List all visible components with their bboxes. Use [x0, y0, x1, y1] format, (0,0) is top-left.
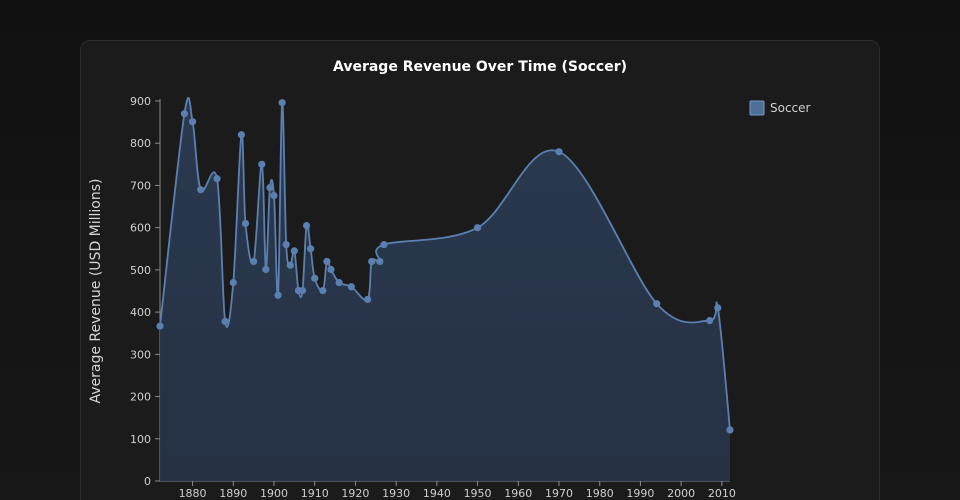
y-tick-label: 600 — [130, 222, 151, 235]
y-tick-label: 500 — [130, 264, 151, 277]
data-point[interactable] — [237, 131, 246, 139]
x-tick-label: 1980 — [586, 487, 614, 500]
y-tick-label: 900 — [130, 95, 151, 108]
series-area-soccer — [160, 97, 730, 482]
data-point[interactable] — [274, 291, 282, 299]
data-point[interactable] — [380, 240, 388, 249]
y-tick-label: 400 — [130, 306, 151, 319]
data-point[interactable] — [311, 274, 319, 282]
data-point[interactable] — [241, 219, 250, 228]
chart-title: Average Revenue Over Time (Soccer) — [333, 59, 627, 75]
data-point[interactable] — [250, 257, 258, 266]
data-point[interactable] — [364, 295, 372, 304]
data-point[interactable] — [197, 186, 205, 194]
x-tick-label: 1910 — [301, 487, 329, 500]
legend-swatch-soccer[interactable] — [749, 100, 765, 116]
data-point[interactable] — [473, 224, 482, 232]
data-point[interactable] — [726, 426, 734, 434]
x-tick-label: 1920 — [341, 487, 369, 500]
marker-layer — [156, 99, 734, 434]
data-point[interactable] — [278, 99, 286, 107]
data-point[interactable] — [376, 257, 384, 266]
data-point[interactable] — [327, 265, 335, 274]
data-point[interactable] — [323, 257, 331, 266]
x-tick-label: 2000 — [667, 487, 695, 500]
y-tick-label: 0 — [144, 475, 151, 488]
x-tick-label: 1880 — [179, 487, 207, 500]
data-point[interactable] — [302, 221, 311, 230]
x-tick-label: 1940 — [423, 487, 451, 500]
data-point[interactable] — [286, 261, 294, 269]
data-point[interactable] — [555, 148, 563, 156]
data-point[interactable] — [706, 316, 714, 325]
data-point[interactable] — [156, 322, 164, 330]
y-tick-label: 200 — [130, 391, 151, 404]
data-point[interactable] — [213, 175, 221, 183]
x-tick-label: 2010 — [708, 487, 736, 500]
x-tick-label: 1930 — [382, 487, 410, 500]
data-point[interactable] — [714, 304, 722, 312]
data-point[interactable] — [258, 160, 266, 168]
data-point[interactable] — [653, 300, 661, 308]
legend[interactable]: Soccer — [749, 100, 811, 116]
data-point[interactable] — [229, 278, 237, 287]
y-tick-label: 100 — [130, 433, 151, 446]
data-point[interactable] — [180, 110, 189, 118]
data-point[interactable] — [298, 286, 307, 295]
x-tick-label: 1900 — [260, 487, 288, 500]
area-layer — [159, 96, 731, 482]
y-axis-label: Average Revenue (USD Millions) — [88, 178, 104, 403]
x-tick-label: 1990 — [626, 487, 654, 500]
data-point[interactable] — [262, 265, 270, 274]
data-point[interactable] — [335, 278, 343, 287]
data-point[interactable] — [347, 283, 355, 291]
data-point[interactable] — [266, 183, 274, 192]
x-tick-label: 1890 — [219, 487, 247, 500]
data-point[interactable] — [270, 191, 278, 200]
data-point[interactable] — [307, 245, 315, 253]
data-point[interactable] — [368, 257, 376, 266]
y-tick-label: 800 — [130, 137, 151, 150]
data-point[interactable] — [319, 286, 327, 295]
data-point[interactable] — [188, 118, 197, 126]
x-tick-label: 1960 — [504, 487, 532, 500]
x-tick-label: 1970 — [545, 487, 573, 500]
data-point[interactable] — [290, 247, 298, 255]
data-point[interactable] — [221, 317, 229, 325]
legend-label-soccer[interactable]: Soccer — [770, 101, 811, 115]
y-tick-label: 700 — [130, 179, 151, 192]
data-point[interactable] — [282, 240, 290, 249]
y-tick-label: 300 — [130, 348, 151, 361]
x-tick-label: 1950 — [464, 487, 492, 500]
